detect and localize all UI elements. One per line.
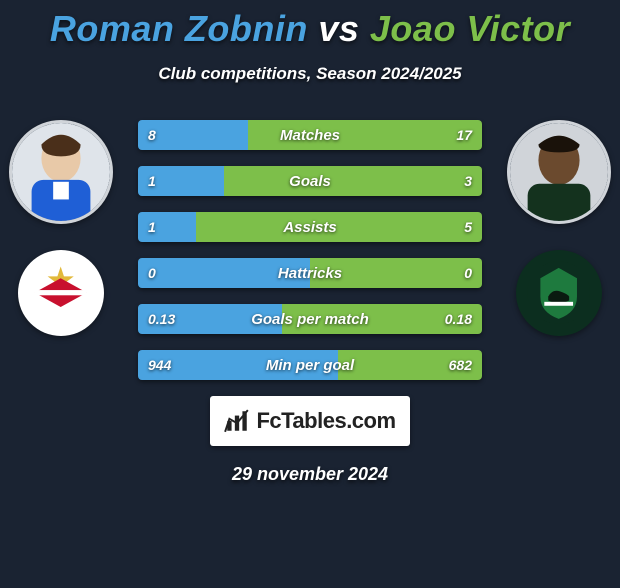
stat-row: Min per goal944682 [138, 350, 482, 380]
stat-bar-right [310, 258, 482, 288]
player1-club-badge [18, 250, 104, 336]
left-column [6, 120, 116, 336]
stat-row: Goals per match0.130.18 [138, 304, 482, 334]
player2-avatar [507, 120, 611, 224]
player2-club-badge [516, 250, 602, 336]
comparison-card: Roman Zobnin vs Joao Victor Club competi… [0, 8, 620, 485]
player1-name: Roman Zobnin [50, 8, 308, 49]
player2-name: Joao Victor [370, 8, 570, 49]
chart-icon [224, 408, 250, 434]
stat-bar-left [138, 212, 196, 242]
stat-row: Hattricks00 [138, 258, 482, 288]
stat-row: Assists15 [138, 212, 482, 242]
stat-bar-left [138, 258, 310, 288]
stat-bar-right [224, 166, 482, 196]
stat-bar-left [138, 120, 248, 150]
club-crest-icon [526, 260, 591, 325]
stat-row: Goals13 [138, 166, 482, 196]
vs-label: vs [318, 8, 359, 49]
stat-row: Matches817 [138, 120, 482, 150]
stat-bar-left [138, 350, 338, 380]
player-silhouette-icon [510, 123, 608, 221]
stat-bar-right [196, 212, 482, 242]
stat-bar-right [248, 120, 482, 150]
stat-bar-left [138, 304, 282, 334]
right-column [504, 120, 614, 336]
title: Roman Zobnin vs Joao Victor [0, 8, 620, 50]
stat-bars: Matches817 Goals13 Assists15 Hattricks00 Goa… [138, 120, 482, 380]
footer-date: 29 november 2024 [0, 464, 620, 485]
source-logo-text: FcTables.com [256, 408, 395, 434]
stat-bar-left [138, 166, 224, 196]
comparison-body: Matches817 Goals13 Assists15 Hattricks00 Goa… [0, 120, 620, 380]
stat-bar-right [282, 304, 482, 334]
source-logo: FcTables.com [210, 396, 410, 446]
player-silhouette-icon [12, 123, 110, 221]
club-crest-icon [28, 260, 93, 325]
subtitle: Club competitions, Season 2024/2025 [0, 64, 620, 84]
stat-bar-right [338, 350, 482, 380]
player1-avatar [9, 120, 113, 224]
